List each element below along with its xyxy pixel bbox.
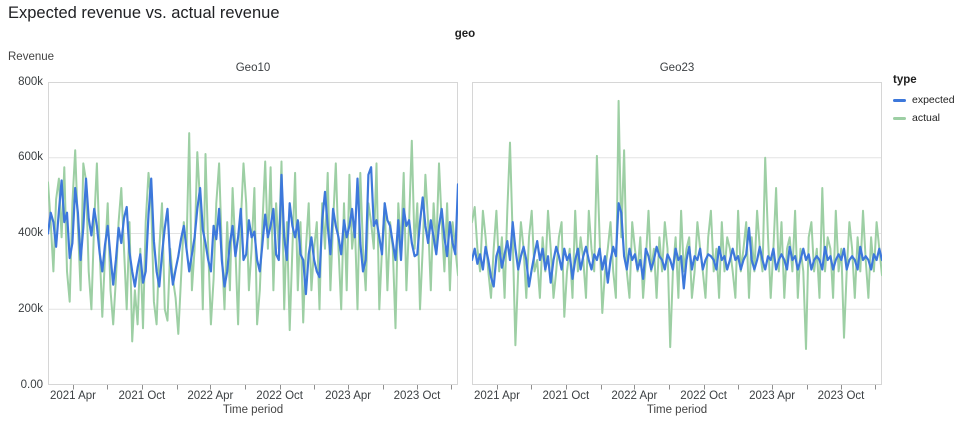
facet-geo23: Geo23 2021 Apr 2021 Oct 2022 Apr 2022 Oct 20… <box>472 62 882 416</box>
x-tick-label: 2022 Oct <box>680 390 727 402</box>
facet-geo10: Geo10 2021 Apr 2021 Oct 2022 Apr 2022 Oct 20… <box>48 62 458 416</box>
legend-item-label: actual <box>912 112 941 124</box>
legend-item-actual: actual <box>893 112 957 124</box>
x-axis-title: Time period <box>222 404 284 416</box>
legend-item-expected: expected <box>893 94 957 106</box>
facet-field-label: geo <box>454 28 476 40</box>
y-axis-tick-labels: 0.00 200k 400k 600k 800k <box>0 76 43 391</box>
series-line-actual <box>472 99 882 350</box>
y-tick-label: 200k <box>18 302 43 315</box>
x-tick-label: 2022 Apr <box>187 390 234 402</box>
facet-title: Geo23 <box>659 62 695 74</box>
y-tick-label: 600k <box>18 151 43 164</box>
x-axis-tick-labels: 2021 Apr 2021 Oct 2022 Apr 2022 Oct 2023 Apr… <box>48 390 458 404</box>
chart-title: Expected revenue vs. actual revenue <box>8 4 280 22</box>
x-tick-label: 2021 Apr <box>49 390 97 402</box>
legend-items: expected actual <box>893 94 957 124</box>
legend-swatch-icon <box>893 98 906 102</box>
y-tick-label: 400k <box>18 227 43 239</box>
x-tick-label: 2021 Apr <box>473 390 521 402</box>
y-tick-label: 0.00 <box>20 378 43 391</box>
x-tick-label: 2021 Oct <box>542 390 590 402</box>
x-axis-tick-labels: 2021 Apr 2021 Oct 2022 Apr 2022 Oct 2023 Apr… <box>472 390 882 404</box>
series-line-expected <box>48 166 458 296</box>
legend-item-label: expected <box>912 94 955 106</box>
y-axis-title: Revenue <box>8 51 55 63</box>
facet-title: Geo10 <box>235 62 271 74</box>
series-line-actual <box>48 132 458 343</box>
facet-geo23-plot-area <box>472 82 882 390</box>
y-tick-label: 800k <box>18 75 43 88</box>
x-tick-label: 2022 Oct <box>256 390 303 402</box>
x-tick-label: 2023 Apr <box>325 390 372 402</box>
legend-title: type <box>893 74 917 86</box>
x-tick-label: 2023 Apr <box>749 390 796 402</box>
facet-geo10-plot-area <box>48 82 458 390</box>
x-tick-label: 2022 Apr <box>611 390 658 402</box>
series-line-expected <box>472 202 882 290</box>
x-tick-label: 2023 Oct <box>817 390 865 402</box>
legend-swatch-icon <box>893 116 906 120</box>
legend: type expected actual <box>893 74 957 130</box>
x-tick-label: 2021 Oct <box>118 390 166 402</box>
x-axis-title: Time period <box>646 404 708 416</box>
x-tick-label: 2023 Oct <box>393 390 441 402</box>
